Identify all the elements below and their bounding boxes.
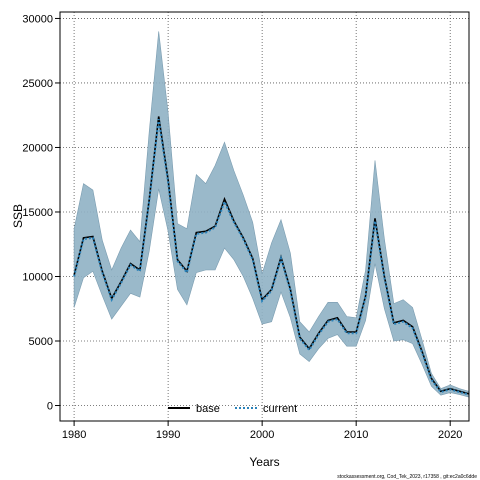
y-tick-label: 25000 <box>22 78 53 90</box>
y-tick-label: 15000 <box>22 207 53 219</box>
series-layer <box>73 116 470 396</box>
legend-label-current: current <box>263 403 297 415</box>
series-line-current <box>73 118 470 396</box>
y-tick-label: 20000 <box>22 142 53 154</box>
caption: stockassessment.org, Cod_Tek_2023, r1735… <box>337 474 477 480</box>
x-axis: 1980 1990 2000 2010 2020 <box>62 421 462 441</box>
plot-frame <box>59 11 470 422</box>
x-tick-label: 2010 <box>344 429 368 441</box>
x-tick-label: 1990 <box>156 429 180 441</box>
y-tick-label: 5000 <box>29 336 53 348</box>
legend: base current <box>168 403 297 415</box>
x-tick-label: 2000 <box>250 429 274 441</box>
y-tick-label: 10000 <box>22 271 53 283</box>
confidence-band <box>73 31 470 398</box>
legend-label-base: base <box>196 403 220 415</box>
grid-lines <box>60 12 469 421</box>
y-tick-label: 30000 <box>22 13 53 25</box>
confidence-band-layer <box>73 31 470 398</box>
x-axis-title: Years <box>249 455 279 469</box>
x-tick-label: 1980 <box>62 429 86 441</box>
y-tick-label: 0 <box>47 401 53 413</box>
y-axis: 0 5000 10000 15000 20000 25000 30000 <box>22 13 60 413</box>
x-tick-label: 2020 <box>438 429 462 441</box>
y-axis-title: SSB <box>11 204 25 228</box>
